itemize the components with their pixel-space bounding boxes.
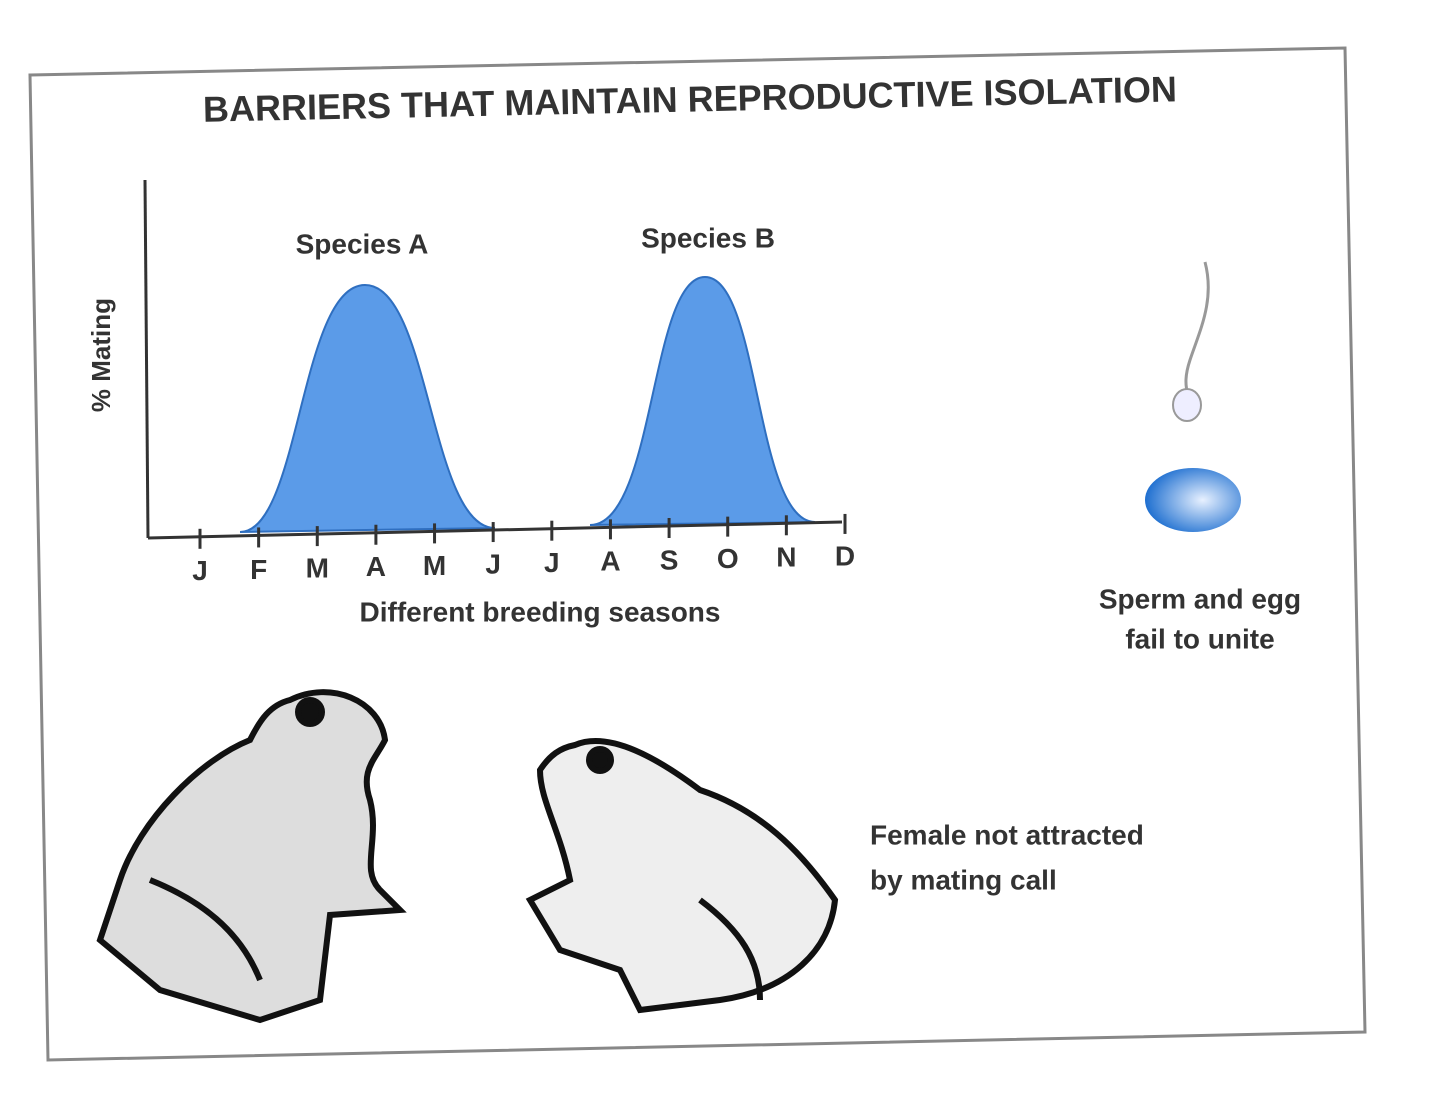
y-axis <box>143 179 150 539</box>
month-label: J <box>544 547 560 578</box>
month-label: O <box>717 543 739 574</box>
month-label: J <box>485 548 501 579</box>
caption: Sperm and egg <box>1099 583 1301 614</box>
month-label: M <box>306 552 329 583</box>
caption: by mating call <box>870 864 1057 895</box>
month-label: A <box>366 551 386 582</box>
caption: Female not attracted <box>870 819 1144 850</box>
month-label: N <box>776 542 796 573</box>
month-label: A <box>600 546 620 577</box>
frame <box>28 46 1367 1062</box>
month-label: M <box>423 550 446 581</box>
y-axis-label: % Mating <box>86 298 116 412</box>
month-label: D <box>835 540 855 571</box>
month-label: S <box>660 544 679 575</box>
month-label: F <box>250 554 267 585</box>
species-label: Species A <box>296 228 429 259</box>
species-b-curve <box>589 275 816 526</box>
frog-left <box>96 689 407 1024</box>
x-axis-label: Different breeding seasons <box>360 596 721 627</box>
sperm-egg-illustration <box>1145 261 1241 532</box>
month-label: J <box>192 555 208 586</box>
species-a-curve <box>239 283 496 533</box>
title: BARRIERS THAT MAINTAIN REPRODUCTIVE ISOL… <box>203 68 1178 129</box>
frog-right <box>525 738 839 1014</box>
caption: fail to unite <box>1125 623 1274 654</box>
season-graph: J F M A M J J A S O N D Species A Species B % Matin… <box>86 179 855 627</box>
species-label: Species B <box>641 222 775 253</box>
